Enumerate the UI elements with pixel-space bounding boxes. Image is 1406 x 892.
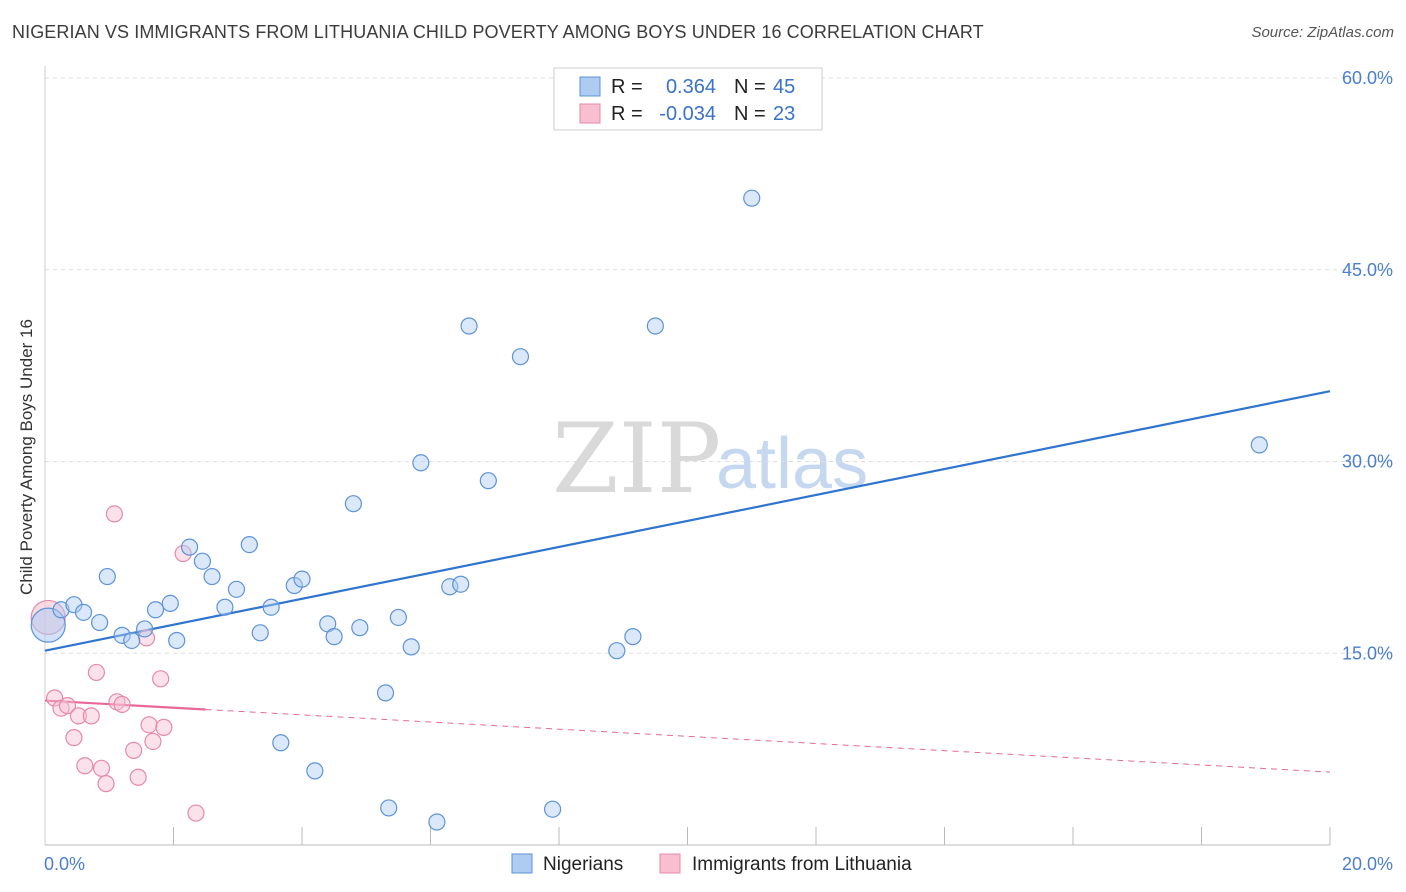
data-point-lithuania bbox=[46, 689, 64, 707]
y-tick-label: 60.0% bbox=[1342, 68, 1393, 88]
data-point-lithuania bbox=[69, 707, 88, 725]
data-point-lithuania bbox=[187, 804, 205, 822]
series-legend-swatch-nigerians bbox=[511, 853, 533, 874]
data-point-nigerians bbox=[240, 535, 258, 554]
data-point-nigerians bbox=[306, 762, 324, 780]
data-point-lithuania bbox=[87, 663, 106, 682]
data-point-nigerians bbox=[272, 734, 290, 752]
legend-n-value: 23 bbox=[773, 103, 795, 125]
data-point-lithuania bbox=[113, 695, 131, 713]
data-point-nigerians bbox=[376, 684, 395, 702]
axes bbox=[44, 66, 1331, 846]
correlation-legend: R = 0.364 N = 45 R = -0.034 N = 23 bbox=[553, 67, 823, 131]
data-point-nigerians bbox=[479, 472, 497, 490]
data-point-lithuania bbox=[140, 716, 158, 734]
data-point-nigerians bbox=[351, 619, 369, 637]
gridlines bbox=[45, 77, 1392, 654]
data-point-nigerians bbox=[428, 813, 446, 831]
data-point-nigerians bbox=[251, 624, 269, 642]
legend-n-label: N = bbox=[734, 76, 766, 98]
x-tick-label-min: 0.0% bbox=[44, 854, 85, 874]
series-legend-label-lithuania: Immigrants from Lithuania bbox=[692, 854, 912, 875]
watermark: ZIP atlas bbox=[552, 403, 868, 515]
data-point-lithuania bbox=[155, 718, 173, 736]
series-nigerians-points bbox=[30, 189, 1268, 831]
data-point-nigerians bbox=[460, 317, 478, 335]
data-point-nigerians bbox=[203, 567, 221, 586]
trend-lines bbox=[44, 390, 1331, 773]
series-lithuania-points bbox=[30, 505, 205, 822]
data-point-lithuania bbox=[65, 729, 83, 747]
y-tick-label: 15.0% bbox=[1342, 643, 1393, 663]
legend-r-label: R = bbox=[611, 103, 643, 125]
data-point-nigerians bbox=[161, 594, 179, 612]
data-point-nigerians bbox=[1250, 436, 1268, 454]
data-point-nigerians bbox=[412, 454, 430, 472]
data-point-nigerians bbox=[543, 800, 562, 818]
y-tick-label: 45.0% bbox=[1342, 260, 1393, 280]
trend-line-lithuania-extension bbox=[205, 708, 1331, 773]
data-point-lithuania bbox=[129, 768, 147, 786]
data-point-lithuania bbox=[174, 544, 192, 563]
data-point-nigerians bbox=[441, 578, 459, 596]
data-point-nigerians bbox=[98, 567, 116, 586]
watermark-zip: ZIP bbox=[552, 403, 721, 515]
data-point-nigerians bbox=[91, 613, 109, 632]
data-point-lithuania bbox=[144, 732, 162, 751]
data-point-nigerians bbox=[325, 628, 343, 646]
data-point-nigerians bbox=[646, 317, 664, 335]
data-point-nigerians bbox=[389, 608, 407, 627]
data-point-nigerians bbox=[113, 626, 131, 644]
data-point-nigerians bbox=[180, 538, 199, 556]
trend-line-nigerians bbox=[44, 390, 1331, 652]
data-point-nigerians bbox=[52, 601, 70, 619]
data-point-lithuania bbox=[125, 741, 143, 760]
series-legend-label-nigerians: Nigerians bbox=[543, 854, 623, 875]
data-point-lithuania bbox=[76, 757, 94, 775]
legend-r-label: R = bbox=[611, 76, 643, 98]
data-point-nigerians bbox=[227, 580, 246, 598]
data-point-nigerians bbox=[135, 620, 154, 638]
data-point-nigerians bbox=[344, 495, 362, 513]
trend-line-lithuania bbox=[44, 699, 206, 711]
data-point-nigerians bbox=[168, 631, 186, 650]
legend-swatch-nigerians bbox=[579, 76, 601, 97]
source-label: Source: ZipAtlas.com bbox=[1251, 24, 1394, 41]
data-point-nigerians bbox=[380, 799, 398, 817]
y-axis-label: Child Poverty Among Boys Under 16 bbox=[17, 319, 36, 595]
data-point-nigerians bbox=[146, 601, 165, 619]
legend-n-label: N = bbox=[734, 103, 766, 125]
legend-swatch-lithuania bbox=[579, 103, 601, 124]
data-point-lithuania bbox=[97, 775, 115, 793]
data-point-lithuania bbox=[58, 697, 77, 715]
chart-title: NIGERIAN VS IMMIGRANTS FROM LITHUANIA CH… bbox=[12, 22, 984, 42]
data-point-nigerians bbox=[624, 628, 642, 646]
x-tick-label-max: 20.0% bbox=[1342, 854, 1393, 874]
legend-r-value: -0.034 bbox=[659, 103, 716, 125]
data-point-nigerians bbox=[293, 570, 311, 588]
data-point-nigerians bbox=[608, 642, 626, 660]
data-point-nigerians bbox=[511, 348, 530, 366]
series-legend-swatch-lithuania bbox=[659, 853, 681, 874]
y-tick-label: 30.0% bbox=[1342, 452, 1393, 472]
data-point-nigerians bbox=[452, 575, 470, 593]
data-point-nigerians bbox=[262, 598, 280, 616]
data-point-nigerians bbox=[743, 189, 761, 207]
watermark-atlas: atlas bbox=[716, 424, 868, 504]
legend-n-value: 45 bbox=[773, 76, 795, 98]
data-point-nigerians bbox=[74, 603, 93, 621]
data-point-lithuania bbox=[152, 670, 170, 688]
data-point-nigerians bbox=[216, 598, 234, 616]
data-point-lithuania bbox=[82, 707, 100, 725]
data-point-nigerians bbox=[193, 552, 212, 570]
data-point-lithuania bbox=[92, 759, 111, 777]
series-legend: Nigerians Immigrants from Lithuania bbox=[511, 853, 912, 875]
legend-r-value: 0.364 bbox=[666, 76, 716, 98]
data-point-nigerians bbox=[402, 638, 420, 656]
data-point-lithuania bbox=[105, 505, 123, 523]
tick-labels: 60.0% 45.0% 30.0% 15.0% 0.0% 20.0% bbox=[44, 68, 1393, 874]
data-point-nigerians bbox=[123, 631, 141, 650]
